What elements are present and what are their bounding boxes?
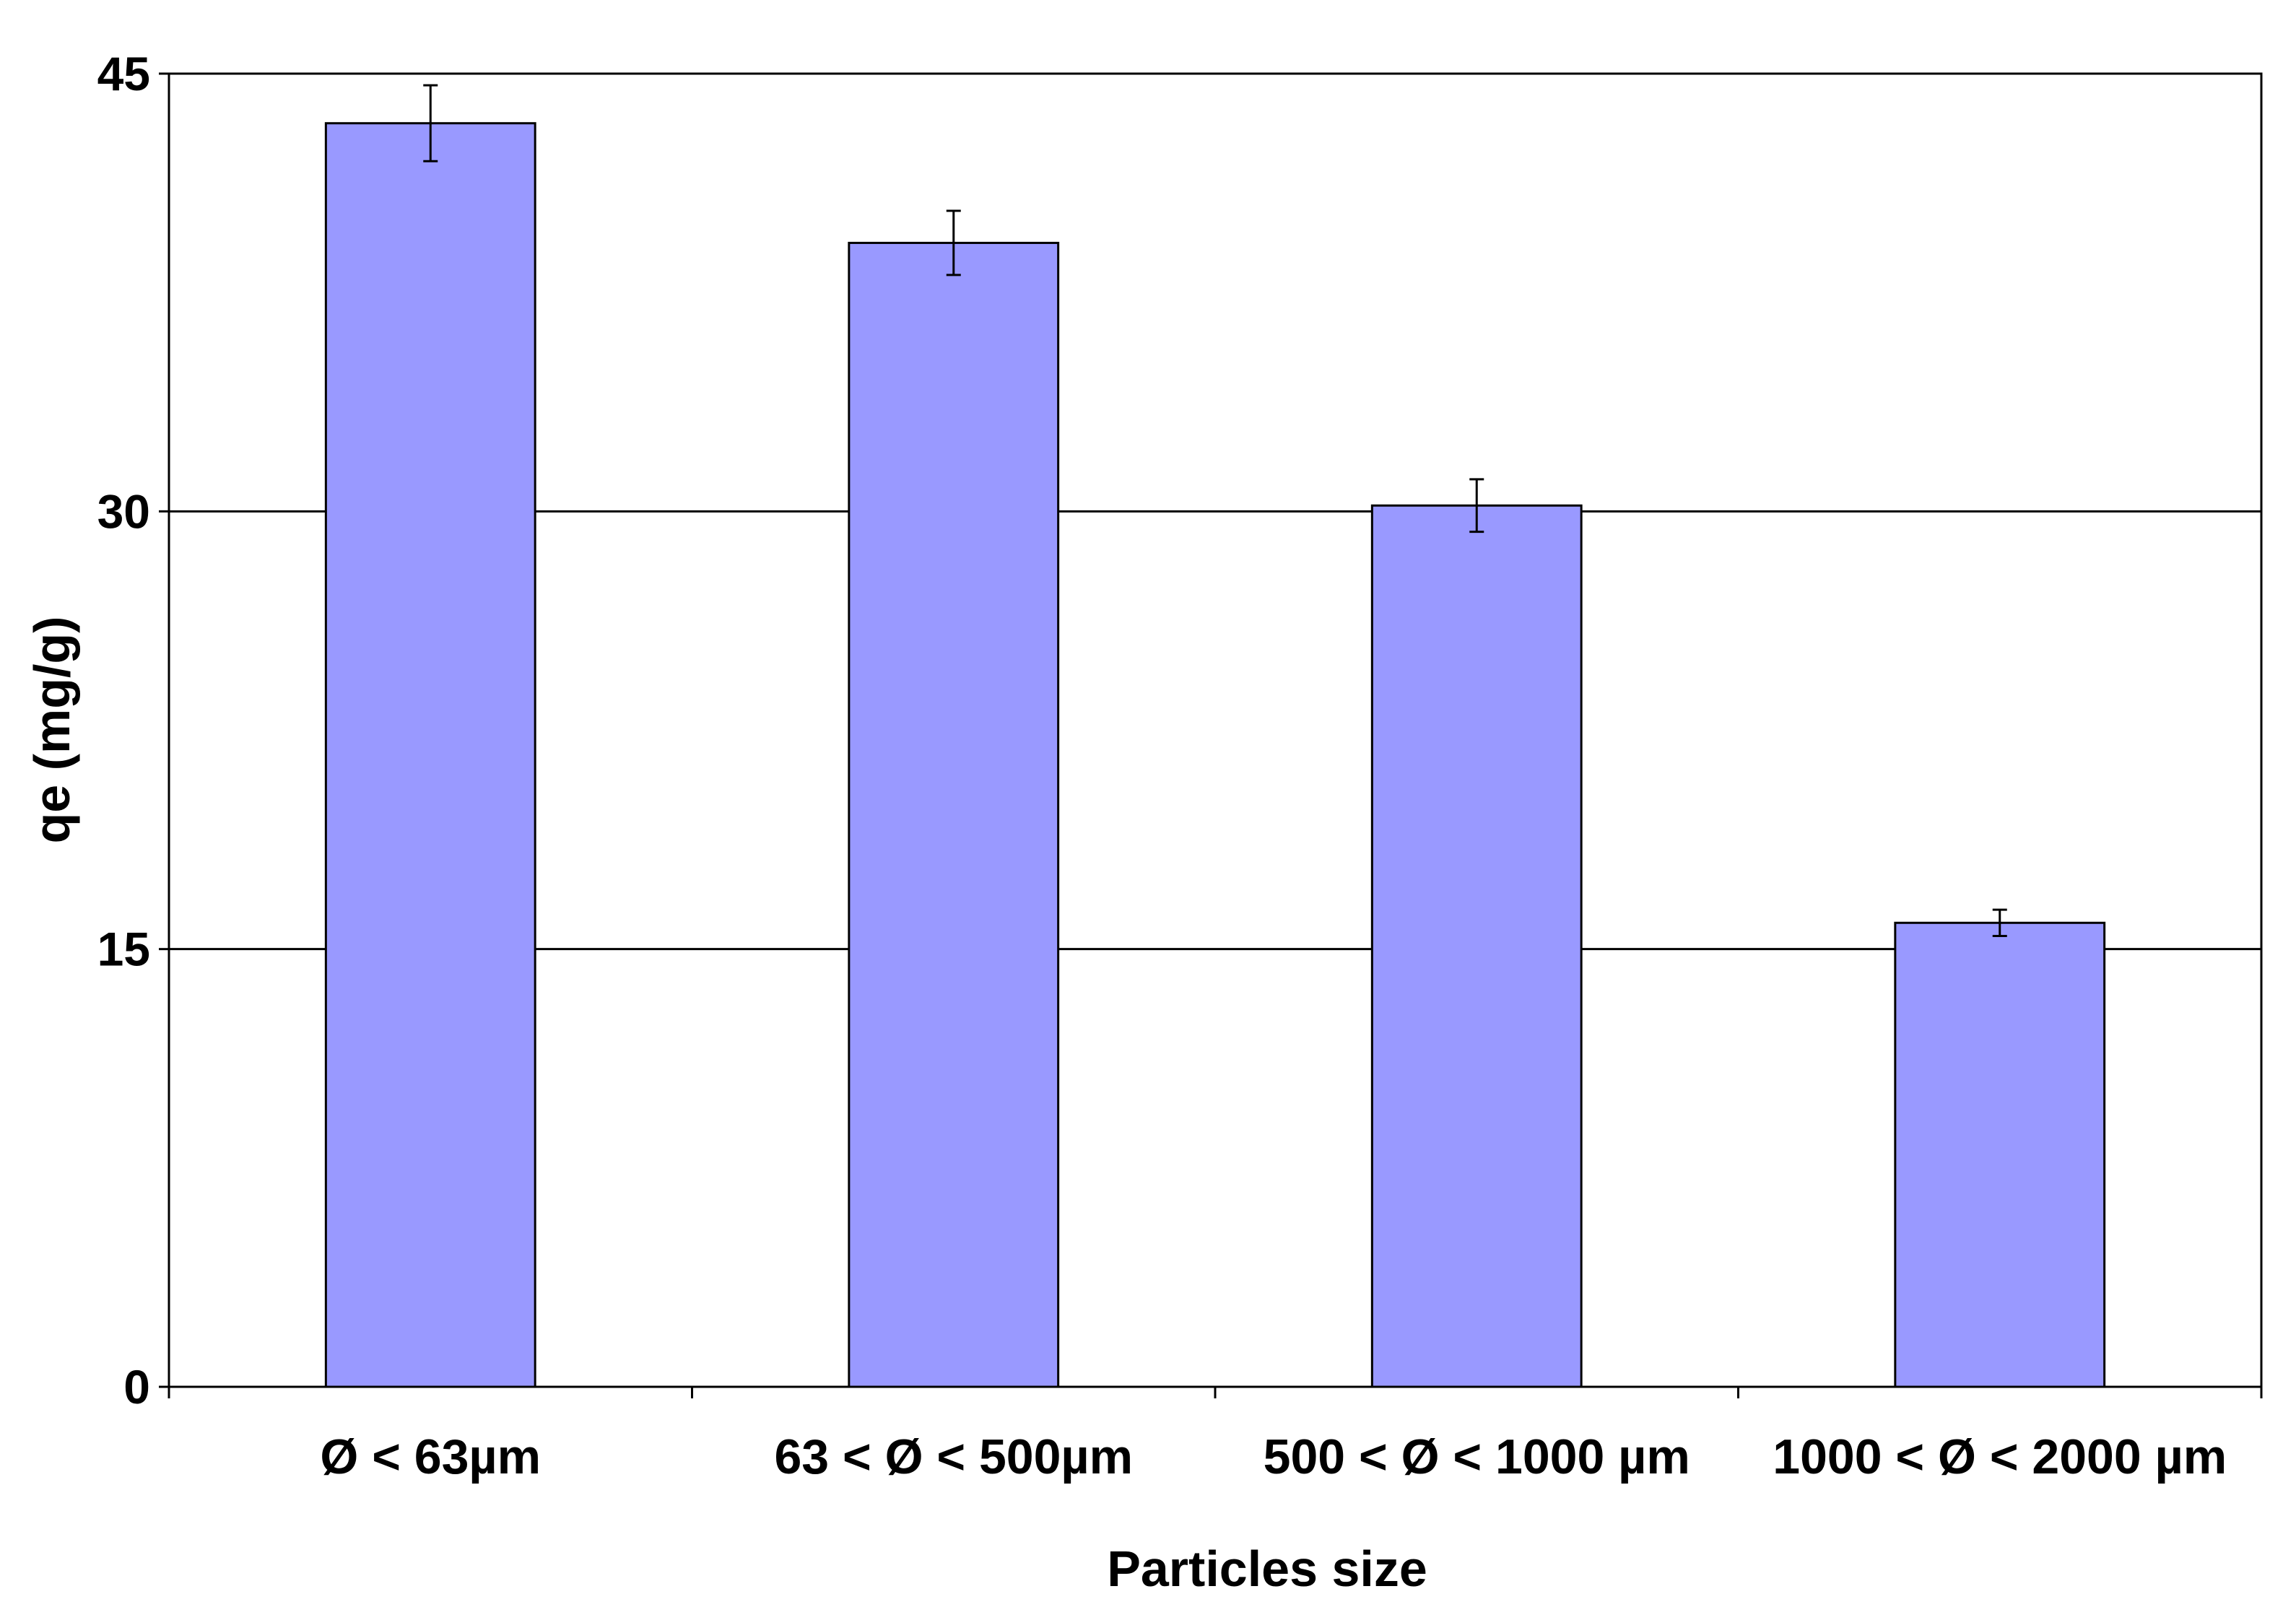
- axes: [159, 72, 2263, 1398]
- x-category-label: 1000 < Ø < 2000 µm: [1773, 1429, 2227, 1484]
- bars: [324, 122, 2106, 1388]
- x-category-label: 63 < Ø < 500µm: [774, 1429, 1133, 1484]
- y-tick-label: 45: [97, 47, 150, 100]
- y-tick-label: 30: [97, 484, 150, 538]
- bar: [1370, 504, 1583, 1388]
- y-tick-label: 15: [97, 923, 150, 976]
- error-bars: [423, 84, 2007, 937]
- y-axis-title: qe (mg/g): [24, 617, 80, 844]
- bar: [324, 122, 536, 1388]
- bar: [1894, 921, 2106, 1388]
- x-category-label: Ø < 63µm: [320, 1429, 541, 1484]
- y-tick-labels: 0 15 30 45: [97, 47, 150, 1414]
- y-tick-label: 0: [123, 1360, 150, 1414]
- bar: [848, 241, 1060, 1388]
- x-category-label: 500 < Ø < 1000 µm: [1264, 1429, 1690, 1484]
- x-category-labels: Ø < 63µm 63 < Ø < 500µm 500 < Ø < 1000 µm 1…: [320, 1429, 2227, 1484]
- x-axis-title: Particles size: [1107, 1541, 1427, 1597]
